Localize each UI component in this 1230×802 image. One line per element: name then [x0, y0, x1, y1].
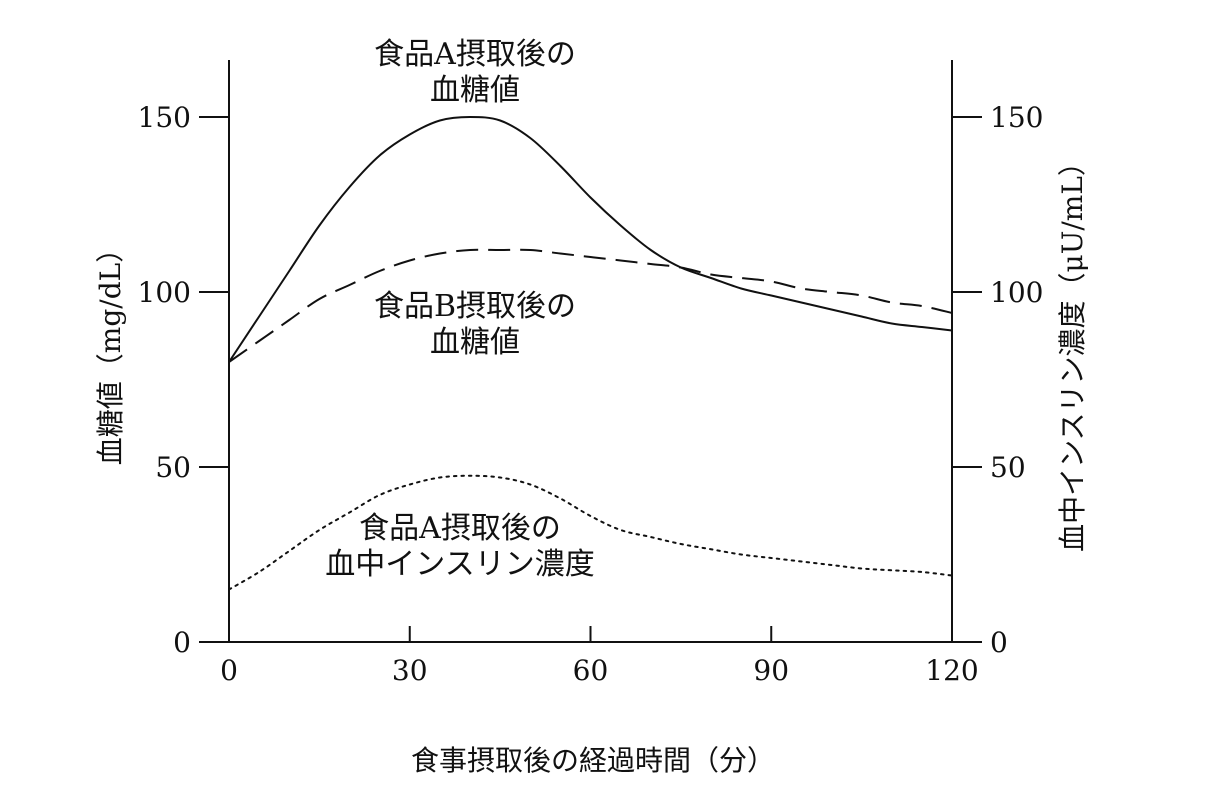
series-group [228, 115, 953, 591]
series-food-a-insulin [228, 474, 953, 591]
x-tick-label-60: 60 [573, 654, 609, 687]
y-left-tick-label-50: 50 [155, 451, 191, 484]
y-left-tick-label-150: 150 [138, 101, 191, 134]
series-food-a-glucose [228, 115, 953, 363]
x-tick-label-30: 30 [392, 654, 428, 687]
x-tick-label-90: 90 [753, 654, 789, 687]
y-right-tick-label-100: 100 [990, 276, 1043, 309]
annotation-food-a-glucose: 食品A摂取後の血糖値 [374, 37, 576, 108]
annotation-food-b-glucose: 食品B摂取後の血糖値 [374, 289, 576, 360]
y-axis-right-title: 血中インスリン濃度（μU/mL） [1056, 148, 1089, 552]
series-food-b-glucose [228, 248, 953, 363]
x-tick-label-0: 0 [220, 654, 238, 687]
x-tick-label-120: 120 [925, 654, 978, 687]
annotation-food-b-glucose-line-1: 血糖値 [430, 325, 520, 360]
y-right-tick-label-0: 0 [990, 626, 1008, 659]
annotation-food-a-insulin-line-1: 血中インスリン濃度 [325, 547, 594, 582]
x-axis-title: 食事摂取後の経過時間（分） [411, 744, 775, 777]
y-right-tick-label-150: 150 [990, 101, 1043, 134]
annotation-food-a-insulin: 食品A摂取後の血中インスリン濃度 [325, 511, 594, 582]
y-right-tick-label-50: 50 [990, 451, 1026, 484]
y-left-tick-label-0: 0 [173, 626, 191, 659]
annotation-food-a-glucose-line-0: 食品A摂取後の [374, 37, 576, 72]
ticks: 0 30 60 90 120 0 50 100 150 0 50 100 150 [138, 101, 1044, 687]
annotation-food-a-insulin-line-0: 食品A摂取後の [359, 511, 561, 546]
annotation-food-a-glucose-line-1: 血糖値 [430, 73, 520, 108]
y-axis-left-title: 血糖値（mg/dL） [94, 235, 127, 465]
annotation-food-b-glucose-line-0: 食品B摂取後の [374, 289, 576, 324]
y-left-tick-label-100: 100 [138, 276, 191, 309]
